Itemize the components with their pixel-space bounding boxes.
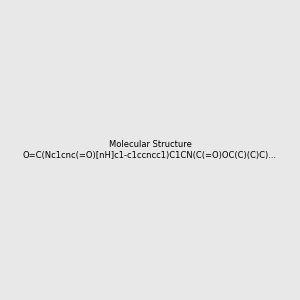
Text: Molecular Structure
O=C(Nc1cnc(=O)[nH]c1-c1ccncc1)C1CN(C(=O)OC(C)(C)C)...: Molecular Structure O=C(Nc1cnc(=O)[nH]c1… xyxy=(23,140,277,160)
